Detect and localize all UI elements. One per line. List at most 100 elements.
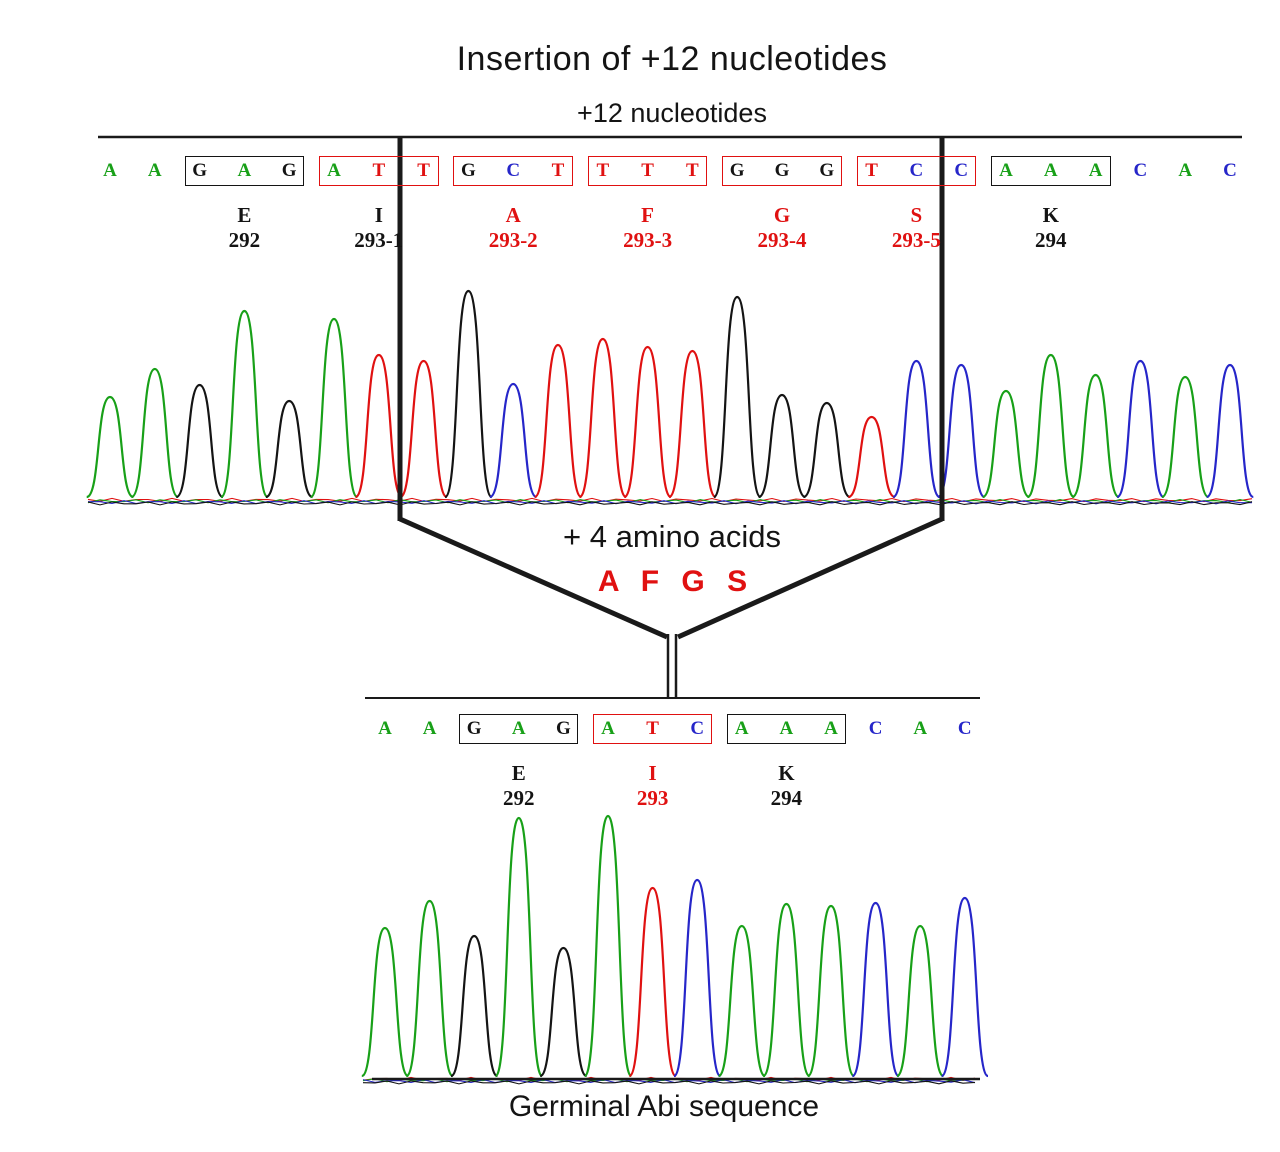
codon-box (991, 156, 1111, 186)
trace-peak (762, 902, 811, 1078)
trace-peak (130, 367, 180, 499)
base-letter: A (103, 160, 117, 181)
trace-peak (86, 395, 134, 499)
trace-peak (354, 353, 404, 499)
residue-label: F 293-3 (586, 203, 710, 253)
base-letter: G (729, 160, 745, 181)
residue-letter: E (511, 761, 526, 785)
base-letter: A (511, 718, 526, 739)
trace-peak (982, 389, 1030, 499)
residue-label: E 292 (457, 761, 581, 811)
base-letter: G (774, 160, 790, 181)
trace-peak (802, 401, 851, 499)
residue-number: 293-2 (488, 227, 538, 252)
residue-label: K 294 (724, 761, 848, 811)
trace-peak (940, 896, 990, 1078)
base-letter: A (147, 160, 162, 181)
base-letter: C (954, 160, 969, 181)
trace-peak (309, 317, 359, 499)
codon-box (593, 714, 713, 744)
trace-peak (806, 904, 856, 1078)
figure-title: Insertion of +12 nucleotides (456, 40, 888, 78)
trace-peak (360, 926, 410, 1078)
residue-label: K 294 (989, 203, 1113, 253)
trace-peak (175, 383, 224, 499)
base-letter: A (422, 718, 437, 739)
insertion-trace (86, 289, 1255, 506)
baseline-noise (87, 498, 1253, 504)
base-letter: A (1043, 160, 1058, 181)
bracket-right-diagonal (676, 516, 944, 640)
base-letter: G (466, 718, 482, 739)
residue-number: 293-1 (354, 227, 404, 252)
trace-peak (405, 899, 454, 1078)
residue-letter: K (1042, 203, 1059, 227)
residue-letter: I (374, 203, 383, 227)
trace-peak (623, 345, 672, 499)
residue-number: 293-5 (891, 227, 941, 252)
trace-peak (220, 309, 269, 499)
base-letter: A (378, 718, 392, 739)
base-letter: C (1223, 160, 1237, 181)
trace-peak (533, 343, 583, 499)
base-letter: A (999, 160, 1013, 181)
trace-peak (578, 337, 628, 499)
insertion-bracket (397, 137, 945, 699)
base-letter: G (281, 160, 297, 181)
base-letter: A (913, 718, 928, 739)
residue-number: 293-3 (623, 227, 673, 252)
baseline-noise (88, 500, 1252, 505)
base-letter: C (506, 160, 521, 181)
baseline-noise (87, 501, 1253, 506)
trace-peak (936, 363, 986, 499)
base-letter: A (734, 718, 749, 739)
base-letter: T (372, 160, 386, 181)
base-letter: T (646, 718, 659, 739)
base-letter: A (1178, 160, 1193, 181)
trace-peak (1116, 359, 1165, 499)
residue-label: E 292 (182, 203, 306, 253)
base-letter: C (1133, 160, 1148, 181)
trace-peak (449, 934, 499, 1078)
codon-box (722, 156, 842, 186)
codon-box (726, 714, 846, 744)
residue-letter: S (910, 203, 923, 227)
trace-peak (892, 359, 941, 499)
trace-peak (851, 901, 900, 1078)
baseline-noise (362, 1079, 976, 1084)
germline-trace (360, 814, 990, 1085)
codon-box (453, 156, 573, 186)
trace-peak (847, 415, 896, 499)
base-letter: C (868, 718, 883, 739)
codon-box (856, 156, 977, 186)
trace-peak (717, 924, 767, 1078)
trace-peak (668, 349, 717, 499)
residue-letter: I (648, 761, 657, 785)
trace-peak (494, 816, 544, 1078)
residue-label: I 293-1 (317, 203, 441, 253)
trace-peak (895, 924, 945, 1078)
trace-peak (712, 295, 762, 499)
trace-peak (1161, 375, 1210, 499)
figure-caption: Germinal Abi sequence (508, 1090, 820, 1123)
residue-letter: A (505, 203, 521, 227)
base-letter: C (909, 160, 924, 181)
base-letter: A (327, 160, 341, 181)
bracket-left-diagonal (398, 516, 669, 640)
residue-number: 294 (770, 785, 803, 810)
amino-acid-count-label: + 4 amino acids (563, 519, 781, 554)
residue-number: 293 (636, 785, 669, 810)
trace-peak (672, 878, 722, 1078)
residue-letter: E (237, 203, 252, 227)
trace-peak (265, 399, 314, 499)
trace-peak (1071, 373, 1120, 499)
codon-box (319, 156, 439, 186)
base-letter: A (824, 718, 838, 739)
inserted-amino-acids: A F G S (597, 565, 755, 598)
base-letter: T (865, 160, 878, 181)
base-letter: T (686, 160, 699, 181)
base-letter: A (1088, 160, 1103, 181)
residue-label: G 293-4 (720, 203, 844, 253)
trace-peak (758, 393, 806, 499)
